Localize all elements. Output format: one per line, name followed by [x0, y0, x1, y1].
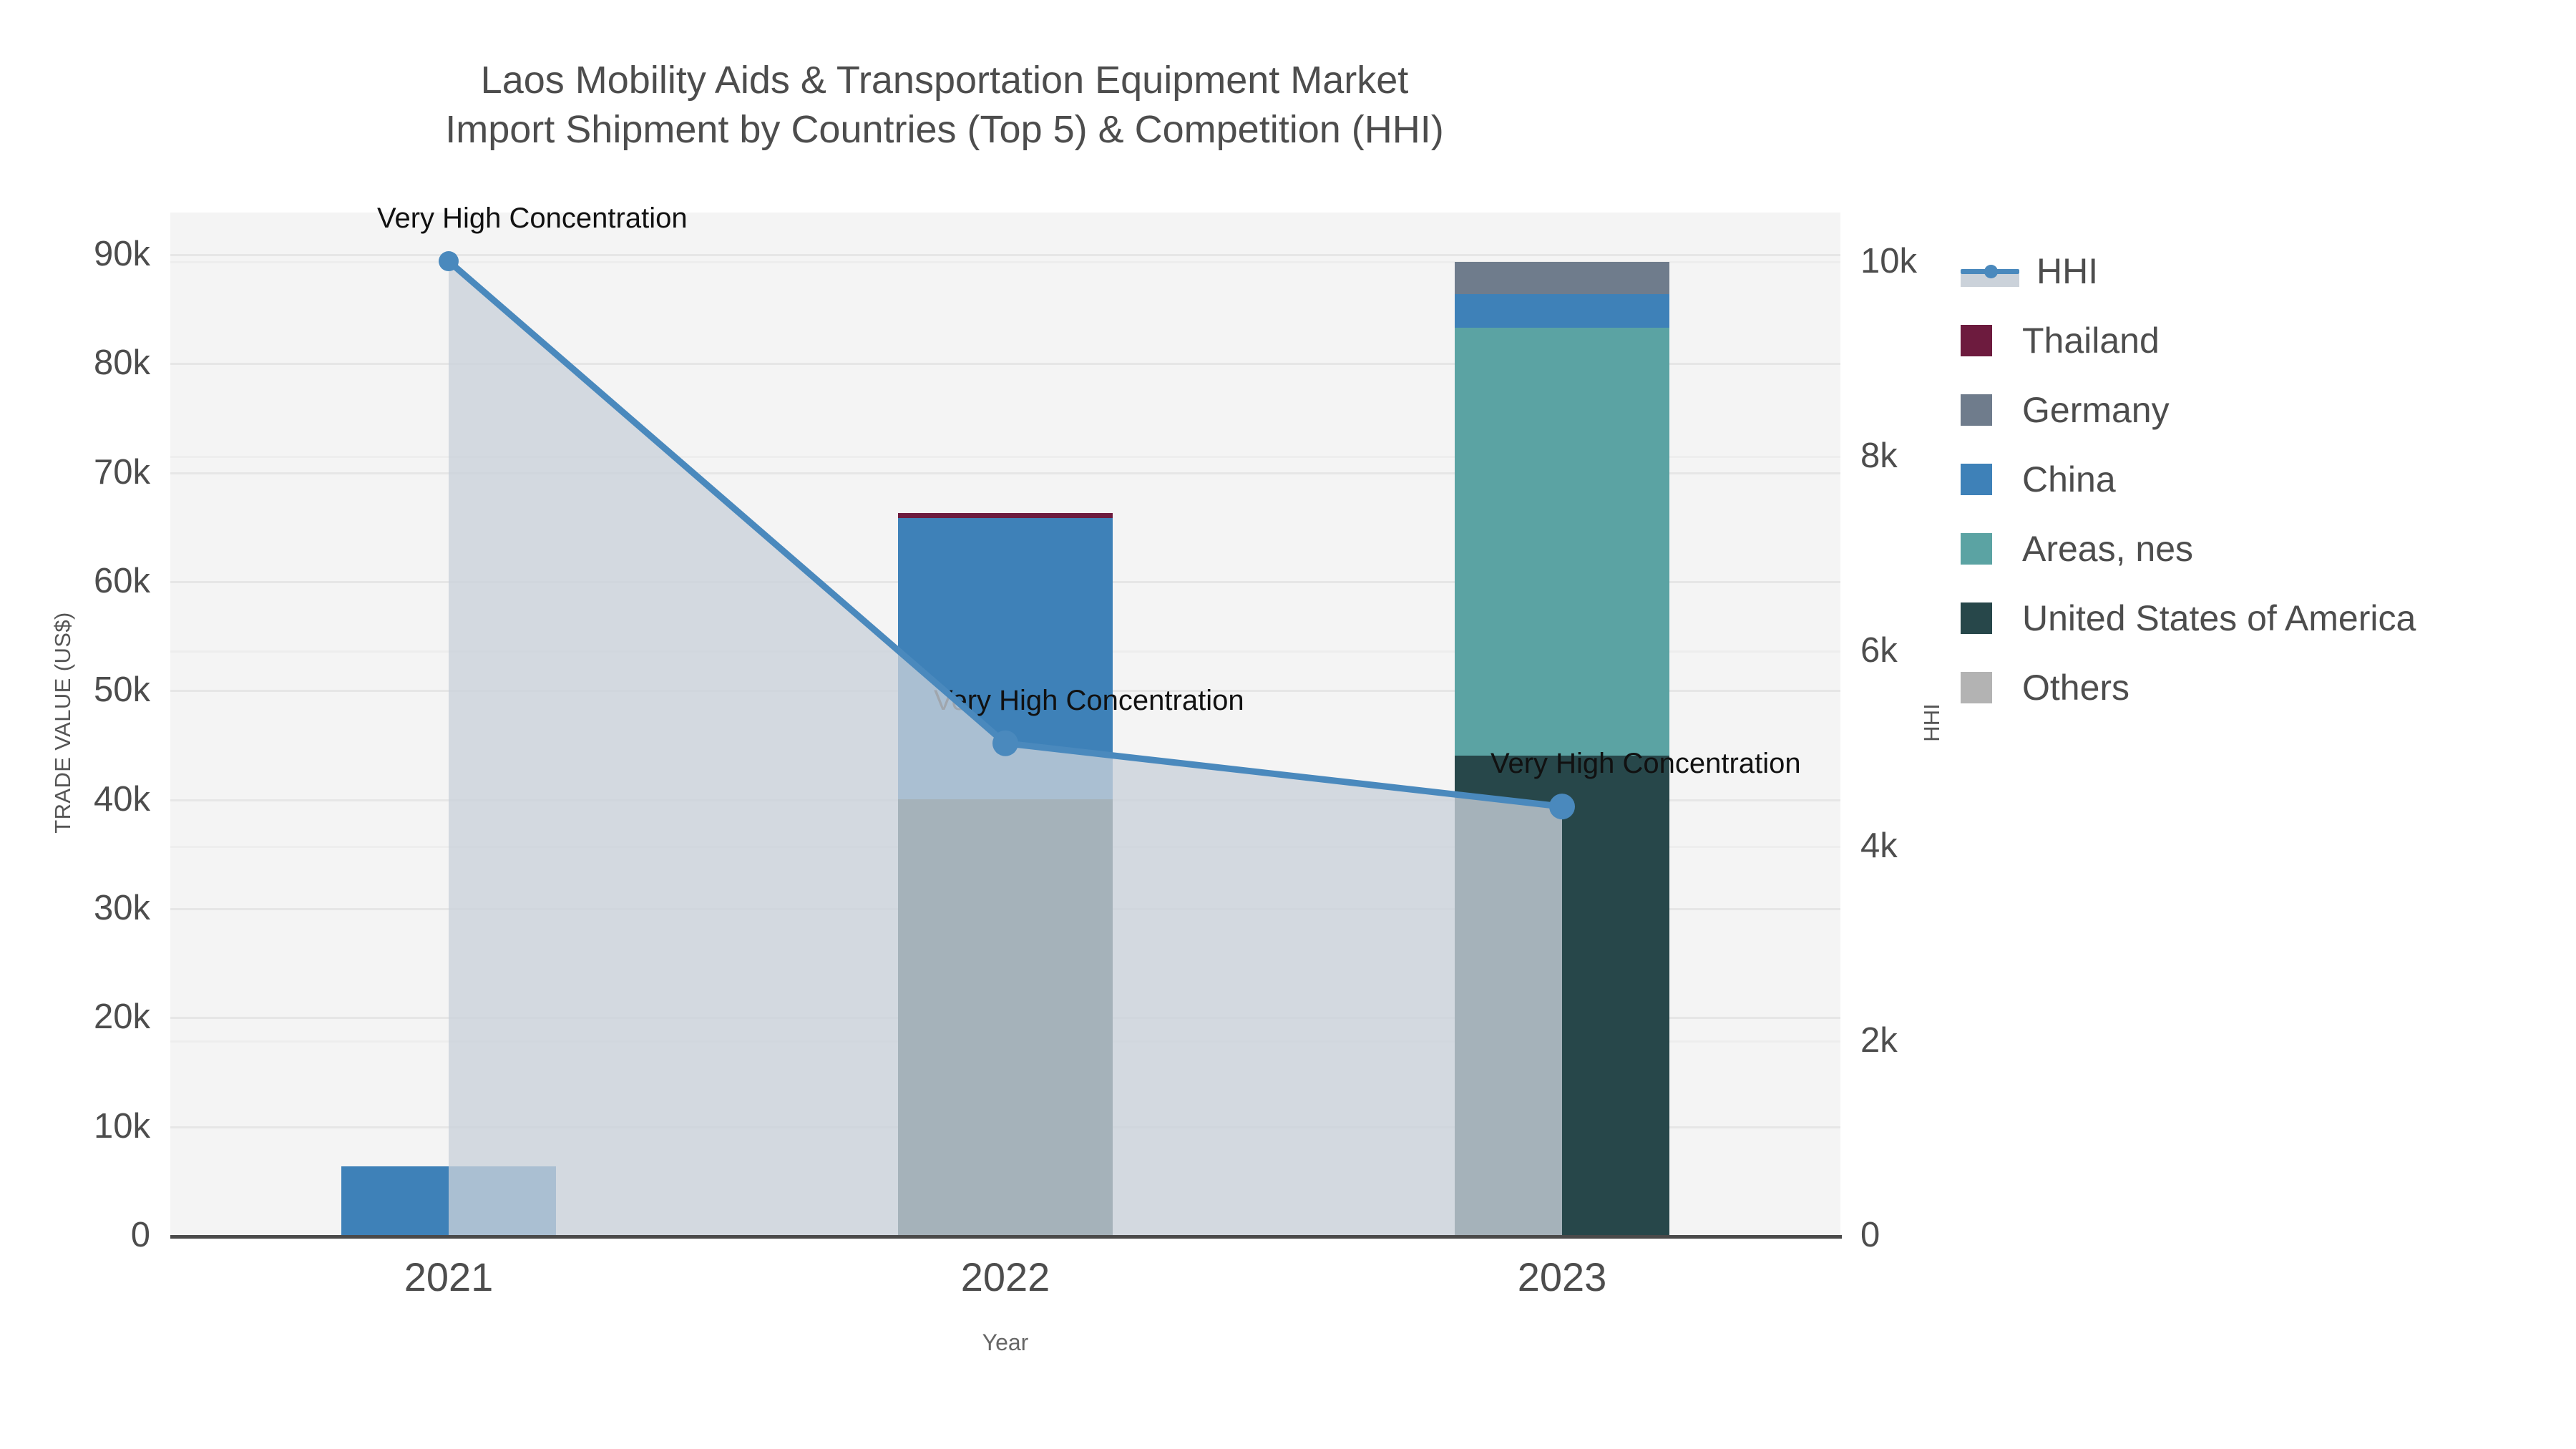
- legend-item-united-states-of-america[interactable]: United States of America: [1961, 583, 2416, 653]
- legend-item-label: HHI: [2036, 250, 2099, 291]
- legend-color-swatch: [1961, 671, 1992, 703]
- y2-axis-tick-label: 10k: [1860, 242, 1918, 281]
- y-axis-tick-label: 30k: [93, 888, 150, 927]
- y2-axis-tick-label: 0: [1860, 1216, 1880, 1254]
- x-axis-tick-label: 2022: [960, 1254, 1050, 1299]
- x-axis-tick-label: 2023: [1517, 1254, 1607, 1299]
- legend-dot-icon: [1984, 264, 1998, 278]
- legend-color-swatch: [1961, 532, 1992, 565]
- legend-item-germany[interactable]: Germany: [1961, 375, 2416, 444]
- x-axis-title: Year: [982, 1330, 1029, 1355]
- bar-segment[interactable]: [1455, 328, 1669, 756]
- chart-title-line-2: Import Shipment by Countries (Top 5) & C…: [445, 108, 1444, 152]
- y-axis-tick-label: 80k: [93, 343, 150, 383]
- legend-item-label: Germany: [2022, 389, 2170, 430]
- y2-axis-tick-label: 8k: [1860, 436, 1898, 476]
- bar-segment[interactable]: [898, 799, 1113, 1235]
- y2-axis-tick-label: 4k: [1860, 826, 1898, 865]
- concentration-annotation: Very High Concentration: [1491, 748, 1801, 780]
- y2-axis-title: HHI: [1919, 703, 1944, 742]
- bar-segment[interactable]: [1455, 261, 1669, 295]
- chart-legend: HHI Thailand Germany China Areas, nes United …: [1961, 236, 2416, 722]
- legend-item-thailand[interactable]: Thailand: [1961, 306, 2416, 375]
- bar-segment[interactable]: [898, 517, 1113, 799]
- y-axis-tick-label: 20k: [93, 997, 150, 1037]
- x-axis-tick-label: 2021: [404, 1254, 494, 1299]
- chart-title-line-1: Laos Mobility Aids & Transportation Equi…: [480, 59, 1409, 102]
- legend-item-hhi[interactable]: HHI: [1961, 236, 2416, 306]
- concentration-annotation: Very High Concentration: [934, 684, 1244, 716]
- y-axis-tick-label: 10k: [93, 1106, 150, 1146]
- legend-color-swatch: [1961, 602, 1992, 634]
- y-axis-tick-label: 40k: [93, 779, 150, 819]
- y2-axis-tick-label: 2k: [1860, 1020, 1898, 1060]
- legend-item-label: Areas, nes: [2022, 528, 2194, 569]
- gridline-y: [170, 253, 1840, 256]
- legend-item-label: Thailand: [2022, 320, 2160, 361]
- bar-segment[interactable]: [341, 1166, 556, 1235]
- legend-color-swatch: [1961, 324, 1992, 356]
- chart-title: Laos Mobility Aids & Transportation Equi…: [0, 56, 1889, 155]
- bar-segment[interactable]: [898, 513, 1113, 518]
- bar-segment[interactable]: [1455, 755, 1669, 1235]
- legend-item-label: Others: [2022, 667, 2130, 708]
- legend-item-label: United States of America: [2022, 597, 2416, 638]
- legend-color-swatch: [1961, 394, 1992, 426]
- concentration-annotation: Very High Concentration: [377, 203, 688, 235]
- x-axis-line: [170, 1235, 1842, 1239]
- y-axis-tick-label: 0: [130, 1216, 150, 1254]
- bar-segment[interactable]: [1455, 294, 1669, 328]
- y2-axis-tick-label: 6k: [1860, 631, 1898, 670]
- y-axis-tick-label: 60k: [93, 561, 150, 600]
- legend-color-swatch: [1961, 463, 1992, 495]
- legend-item-label: China: [2022, 459, 2116, 499]
- y-axis-tick-label: 70k: [93, 452, 150, 492]
- legend-item-china[interactable]: China: [1961, 444, 2416, 514]
- legend-item-others[interactable]: Others: [1961, 653, 2416, 722]
- legend-area-band: [1961, 273, 2019, 287]
- legend-line-marker-icon: [1961, 255, 2019, 287]
- y-axis-tick-label: 50k: [93, 670, 150, 710]
- y-axis-tick-label: 90k: [93, 234, 150, 273]
- legend-item-areas-nes[interactable]: Areas, nes: [1961, 514, 2416, 583]
